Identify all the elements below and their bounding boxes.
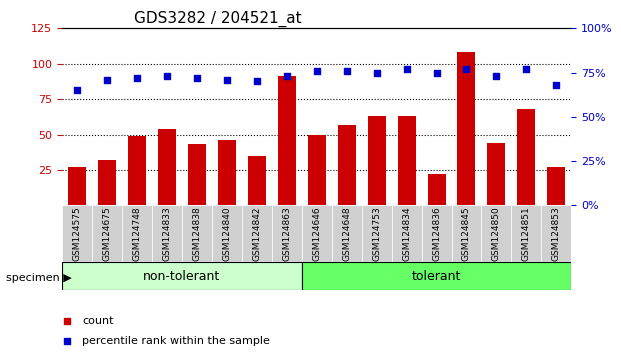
Bar — [458, 52, 476, 205]
Text: GSM124842: GSM124842 — [252, 206, 261, 261]
Text: GSM124853: GSM124853 — [552, 206, 561, 261]
Point — [132, 75, 142, 81]
Text: GSM124834: GSM124834 — [402, 206, 411, 261]
FancyBboxPatch shape — [302, 205, 332, 262]
Text: GSM124575: GSM124575 — [73, 206, 81, 261]
Text: GSM124748: GSM124748 — [132, 206, 142, 261]
Point — [461, 66, 471, 72]
FancyBboxPatch shape — [302, 262, 571, 290]
Point — [312, 68, 322, 74]
FancyBboxPatch shape — [451, 205, 481, 262]
Bar — [487, 143, 505, 205]
Point — [371, 70, 381, 75]
Text: GSM124845: GSM124845 — [462, 206, 471, 261]
Point — [522, 66, 532, 72]
Text: GDS3282 / 204521_at: GDS3282 / 204521_at — [134, 11, 301, 27]
Bar — [308, 135, 325, 205]
Bar — [547, 167, 565, 205]
Text: GSM124850: GSM124850 — [492, 206, 501, 261]
Text: GSM124836: GSM124836 — [432, 206, 441, 261]
Text: GSM124851: GSM124851 — [522, 206, 531, 261]
FancyBboxPatch shape — [422, 205, 451, 262]
Text: GSM124753: GSM124753 — [372, 206, 381, 261]
Point — [72, 87, 82, 93]
Point — [162, 73, 172, 79]
FancyBboxPatch shape — [361, 205, 392, 262]
Text: tolerant: tolerant — [412, 270, 461, 282]
Point — [282, 73, 292, 79]
FancyBboxPatch shape — [182, 205, 212, 262]
Text: GSM124675: GSM124675 — [102, 206, 112, 261]
Point — [402, 66, 412, 72]
Bar — [338, 125, 356, 205]
Point — [192, 75, 202, 81]
Point — [342, 68, 351, 74]
Bar — [188, 144, 206, 205]
Point — [358, 265, 368, 270]
FancyBboxPatch shape — [62, 205, 92, 262]
FancyBboxPatch shape — [542, 205, 571, 262]
Bar — [128, 136, 146, 205]
Text: GSM124646: GSM124646 — [312, 206, 321, 261]
Point — [551, 82, 561, 88]
Bar — [397, 116, 415, 205]
FancyBboxPatch shape — [62, 262, 302, 290]
Bar — [218, 140, 236, 205]
FancyBboxPatch shape — [122, 205, 152, 262]
FancyBboxPatch shape — [212, 205, 242, 262]
Text: GSM124838: GSM124838 — [193, 206, 201, 261]
FancyBboxPatch shape — [481, 205, 512, 262]
Text: GSM124648: GSM124648 — [342, 206, 351, 261]
Text: percentile rank within the sample: percentile rank within the sample — [83, 336, 270, 346]
Bar — [248, 156, 266, 205]
FancyBboxPatch shape — [242, 205, 272, 262]
Text: GSM124833: GSM124833 — [163, 206, 171, 261]
Text: GSM124840: GSM124840 — [222, 206, 232, 261]
Text: specimen ▶: specimen ▶ — [6, 273, 72, 283]
FancyBboxPatch shape — [152, 205, 182, 262]
Text: GSM124863: GSM124863 — [283, 206, 291, 261]
Bar — [368, 116, 386, 205]
Bar — [517, 109, 535, 205]
FancyBboxPatch shape — [332, 205, 361, 262]
Text: non-tolerant: non-tolerant — [143, 270, 220, 282]
Bar — [278, 76, 296, 205]
Text: count: count — [83, 316, 114, 326]
FancyBboxPatch shape — [512, 205, 542, 262]
Bar — [427, 174, 445, 205]
Point — [222, 77, 232, 82]
FancyBboxPatch shape — [392, 205, 422, 262]
FancyBboxPatch shape — [92, 205, 122, 262]
Bar — [68, 167, 86, 205]
Point — [358, 91, 368, 97]
FancyBboxPatch shape — [272, 205, 302, 262]
Point — [491, 73, 501, 79]
Bar — [158, 129, 176, 205]
Point — [432, 70, 442, 75]
Point — [252, 79, 262, 84]
Bar — [98, 160, 116, 205]
Point — [102, 77, 112, 82]
